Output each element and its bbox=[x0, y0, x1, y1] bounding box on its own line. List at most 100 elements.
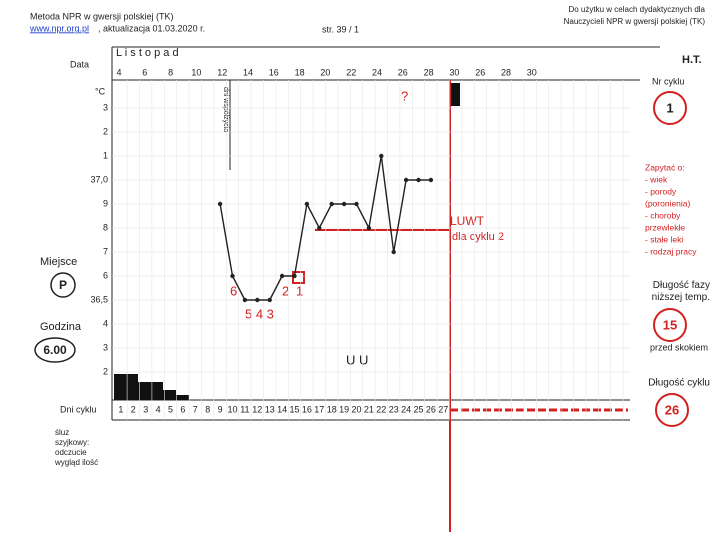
temperature-point bbox=[403, 177, 409, 183]
place-value: P bbox=[59, 278, 67, 292]
mucus-box: śluz szyjkowy: odczucie wygląd ilość bbox=[55, 428, 98, 467]
ask-item: (poronienia) bbox=[645, 198, 691, 208]
temperature-point bbox=[366, 225, 372, 231]
cycle-day: 19 bbox=[339, 404, 349, 414]
ask-item: - choroby bbox=[645, 210, 681, 220]
cycle-day: 18 bbox=[327, 404, 337, 414]
temperature-point bbox=[279, 273, 285, 279]
temp-tick-label: 7 bbox=[103, 246, 108, 256]
date-label: 28 bbox=[424, 67, 434, 77]
luwt-sublabel: dla cyklu 2 bbox=[452, 231, 504, 243]
cycle-day: 16 bbox=[302, 404, 312, 414]
temperature-point bbox=[329, 201, 334, 207]
low-phase-label: Długość fazy niższej temp. bbox=[651, 280, 710, 303]
date-label: 26 bbox=[475, 67, 485, 77]
temperature-point bbox=[292, 273, 297, 279]
cycle-days-label: Dni cyklu bbox=[60, 404, 97, 414]
cycle-day: 1 bbox=[118, 404, 123, 414]
cycle-day: 22 bbox=[376, 404, 386, 414]
date-label: 14 bbox=[243, 67, 253, 77]
temp-tick-label: 9 bbox=[103, 198, 108, 208]
bleeding-bar bbox=[114, 374, 138, 400]
date-label: 30 bbox=[449, 67, 459, 77]
ask-item: przewlekłe bbox=[645, 222, 685, 232]
temperature-point bbox=[230, 273, 235, 279]
date-label: 22 bbox=[346, 67, 356, 77]
cycle-day: 20 bbox=[351, 404, 361, 414]
place-label: Miejsce bbox=[40, 256, 77, 268]
temperature-point bbox=[255, 297, 260, 303]
before-jump: przed skokiem bbox=[650, 342, 708, 352]
luwt-label: LUWT bbox=[450, 214, 485, 228]
date-label: 26 bbox=[398, 67, 408, 77]
cycle-length-value: 26 bbox=[665, 402, 679, 417]
cycle-day: 14 bbox=[277, 404, 287, 414]
month: L i s t o p a d bbox=[116, 47, 179, 59]
ask-item: - wiek bbox=[645, 174, 668, 184]
temperature-point bbox=[267, 297, 272, 303]
cycle-day: 13 bbox=[265, 404, 275, 414]
low-phase-box: Długość fazy niższej temp. bbox=[651, 280, 710, 303]
temperature-point bbox=[304, 201, 310, 207]
date-label: 24 bbox=[372, 67, 382, 77]
date-label: 4 bbox=[116, 67, 121, 77]
note-box: Do użytku w celach dydaktycznych dla Nau… bbox=[563, 5, 705, 26]
temp-tick-label: 2 bbox=[103, 126, 108, 136]
temperature-point bbox=[428, 177, 434, 183]
temperature-point bbox=[416, 177, 421, 183]
header-title: Metoda NPR w gwersji polskiej (TK) bbox=[30, 11, 174, 21]
header-link: www.npr.org.pl bbox=[29, 23, 89, 33]
temperature-point bbox=[317, 225, 322, 231]
cycle-day: 23 bbox=[389, 404, 399, 414]
cycle-day: 7 bbox=[193, 404, 198, 414]
cycle-day: 25 bbox=[413, 404, 423, 414]
cycle-day: 17 bbox=[314, 404, 324, 414]
date-label: Data bbox=[70, 59, 89, 69]
date-label: 18 bbox=[295, 67, 305, 77]
hour-value: 6.00 bbox=[43, 343, 67, 357]
temperature-point bbox=[391, 249, 396, 255]
cycle-day: 11 bbox=[240, 404, 249, 414]
low-phase-value: 15 bbox=[663, 317, 677, 332]
header-note: Do użytku w celach dydaktycznych dla Nau… bbox=[563, 5, 705, 26]
cycle-day: 4 bbox=[156, 404, 161, 414]
place-circle bbox=[50, 272, 76, 298]
low-phase-circle bbox=[653, 308, 687, 342]
cycle-day: 6 bbox=[180, 404, 185, 414]
mucus-mark: U U bbox=[346, 352, 368, 367]
temp-tick-label: 4 bbox=[103, 318, 108, 328]
cycle-day: 12 bbox=[252, 404, 262, 414]
count-label: 6 bbox=[230, 283, 237, 298]
date-label: 16 bbox=[269, 67, 279, 77]
count-label: 1 bbox=[296, 283, 303, 298]
date-label: 28 bbox=[501, 67, 511, 77]
temperature-point bbox=[354, 201, 359, 207]
count-label: 5 4 3 bbox=[245, 306, 274, 321]
hour-oval bbox=[34, 337, 76, 363]
cycle-length-label: Długość cyklu bbox=[648, 378, 710, 389]
ask-item: - rodzaj pracy bbox=[645, 246, 697, 256]
temp-tick-label: 2 bbox=[103, 366, 108, 376]
cycle-no-value: 1 bbox=[666, 100, 673, 115]
cycle-day: 2 bbox=[131, 404, 136, 414]
bleeding-bar bbox=[163, 390, 176, 400]
ht-bar bbox=[449, 83, 460, 106]
cycle-day: 27 bbox=[438, 404, 448, 414]
temp-tick-label: 37,0 bbox=[90, 174, 108, 184]
cycle-day: 24 bbox=[401, 404, 411, 414]
date-label: 6 bbox=[142, 67, 147, 77]
count-label: 2 bbox=[282, 283, 289, 298]
rotated-label: dni współżycia bbox=[222, 87, 229, 132]
cycle-day: 8 bbox=[205, 404, 210, 414]
temp-tick-label: 6 bbox=[103, 270, 108, 280]
temperature-point bbox=[242, 297, 248, 303]
ask-item: Zapytać o: bbox=[645, 162, 685, 172]
ask-item: - porody bbox=[645, 186, 677, 196]
temperature-point bbox=[379, 153, 384, 159]
cycle-day: 9 bbox=[218, 404, 223, 414]
temp-tick-label: 1 bbox=[103, 150, 108, 160]
header-updated: , aktualizacja 01.03.2020 r. bbox=[98, 23, 205, 33]
date-label: 12 bbox=[217, 67, 227, 77]
temp-tick-label: 8 bbox=[103, 222, 108, 232]
